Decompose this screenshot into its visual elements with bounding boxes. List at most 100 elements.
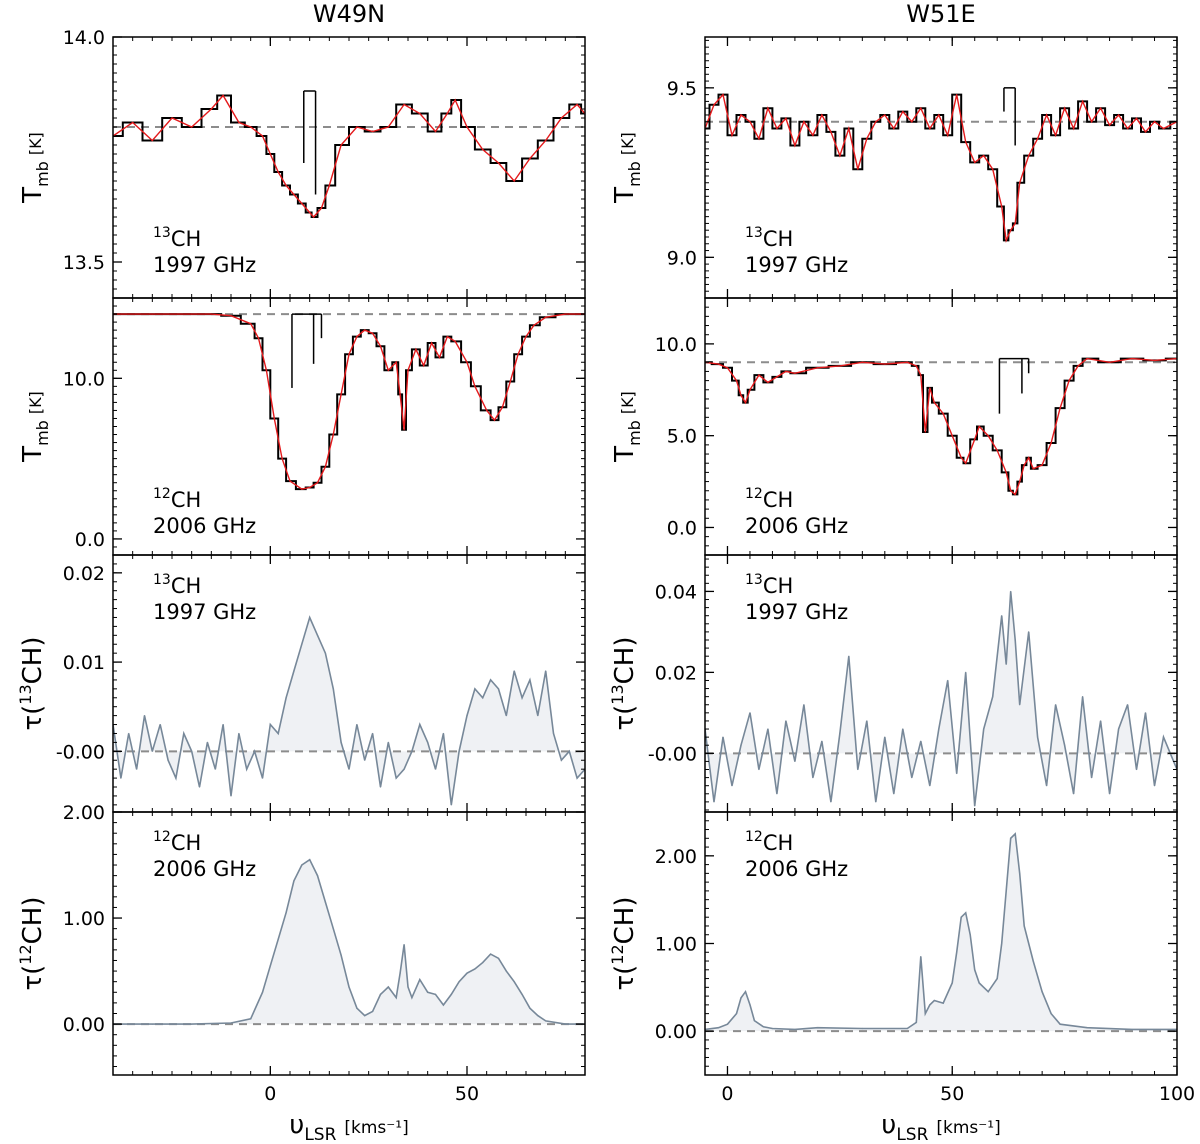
data-point xyxy=(372,1010,374,1012)
data-point xyxy=(517,353,519,355)
data-point xyxy=(458,981,460,983)
data-point xyxy=(753,1020,756,1022)
hfs-comb xyxy=(303,90,317,195)
data-point xyxy=(965,141,967,143)
data-point xyxy=(938,114,940,116)
data-point xyxy=(159,723,161,726)
data-point xyxy=(1153,785,1156,787)
y-tick-label: 5.0 xyxy=(667,426,697,448)
data-point xyxy=(1019,480,1021,483)
data-point xyxy=(1082,100,1084,103)
data-point xyxy=(529,679,531,681)
x-axis-label: υLSR [kms⁻¹] xyxy=(289,1110,408,1144)
data-point xyxy=(1055,704,1057,706)
data-point xyxy=(762,1026,765,1028)
data-point xyxy=(1037,138,1039,140)
data-point xyxy=(285,912,287,914)
plot-area xyxy=(113,615,585,806)
model-fit-line xyxy=(705,93,1177,243)
data-point xyxy=(356,723,358,726)
data-point xyxy=(875,121,877,123)
data-point xyxy=(713,801,715,803)
data-point xyxy=(552,732,555,735)
data-point xyxy=(1028,457,1030,459)
data-point xyxy=(151,750,153,752)
observed-spectrum-step xyxy=(113,313,585,491)
data-point xyxy=(1144,131,1147,133)
data-point xyxy=(423,364,425,367)
data-point xyxy=(222,723,224,726)
data-point xyxy=(395,361,397,363)
data-point xyxy=(261,777,264,779)
data-point xyxy=(1050,1013,1052,1015)
data-point xyxy=(1001,942,1003,945)
data-point xyxy=(1077,365,1079,367)
hfs-comb xyxy=(291,313,323,388)
data-point xyxy=(379,345,382,347)
data-point xyxy=(324,466,326,468)
data-point xyxy=(848,127,850,130)
data-point xyxy=(1162,736,1165,738)
data-point xyxy=(521,697,523,699)
data-point xyxy=(348,353,350,355)
data-point xyxy=(1041,464,1043,466)
data-point xyxy=(474,385,476,387)
data-point xyxy=(277,171,279,173)
observed-spectrum-step xyxy=(113,94,585,218)
data-point xyxy=(1010,590,1012,593)
data-point xyxy=(246,768,248,770)
data-point xyxy=(740,394,742,396)
data-point xyxy=(301,864,303,866)
data-point xyxy=(1001,205,1003,208)
data-point xyxy=(1055,134,1057,136)
y-axis-label: Tmb[K] xyxy=(610,132,644,204)
data-point xyxy=(992,168,994,170)
data-point xyxy=(983,155,985,157)
species-label: 12CH xyxy=(153,829,201,855)
data-point xyxy=(735,380,738,382)
data-point xyxy=(316,482,319,484)
data-point xyxy=(442,732,444,735)
x-tick-label: 50 xyxy=(455,1083,479,1105)
data-point xyxy=(1010,490,1012,492)
data-point xyxy=(1037,736,1039,738)
data-point xyxy=(974,438,976,440)
data-point xyxy=(794,760,796,763)
data-point xyxy=(136,768,138,770)
data-point xyxy=(839,732,841,734)
data-point xyxy=(861,1027,863,1030)
data-point xyxy=(1001,615,1003,617)
data-point xyxy=(513,180,515,182)
data-point xyxy=(450,804,452,806)
data-point xyxy=(332,433,334,436)
data-point xyxy=(419,112,421,115)
data-point xyxy=(285,184,287,187)
data-point xyxy=(269,153,271,155)
data-point xyxy=(301,202,303,205)
y-tick-label: 0.0 xyxy=(667,517,697,539)
y-tick-label: 0.00 xyxy=(655,1021,697,1043)
data-point xyxy=(1073,793,1075,795)
data-point xyxy=(1050,442,1052,444)
frequency-label: 2006 GHz xyxy=(745,514,848,538)
data-point xyxy=(529,1007,531,1009)
data-point xyxy=(151,313,153,315)
data-point xyxy=(866,138,868,140)
data-point xyxy=(951,435,953,437)
y-tick-label: 13.5 xyxy=(63,252,105,274)
data-point xyxy=(340,954,342,956)
frequency-label: 1997 GHz xyxy=(153,600,256,624)
hfs-comb xyxy=(1003,87,1016,146)
x-axis-ticks xyxy=(112,37,586,298)
y-tick-label: 0.0 xyxy=(75,529,105,551)
data-point xyxy=(560,117,563,119)
data-point xyxy=(171,117,173,119)
data-point xyxy=(740,114,742,116)
data-point xyxy=(1153,359,1156,362)
plot-area xyxy=(113,858,585,1026)
data-point xyxy=(1086,1027,1088,1029)
data-point xyxy=(974,805,976,807)
data-point xyxy=(379,993,382,996)
